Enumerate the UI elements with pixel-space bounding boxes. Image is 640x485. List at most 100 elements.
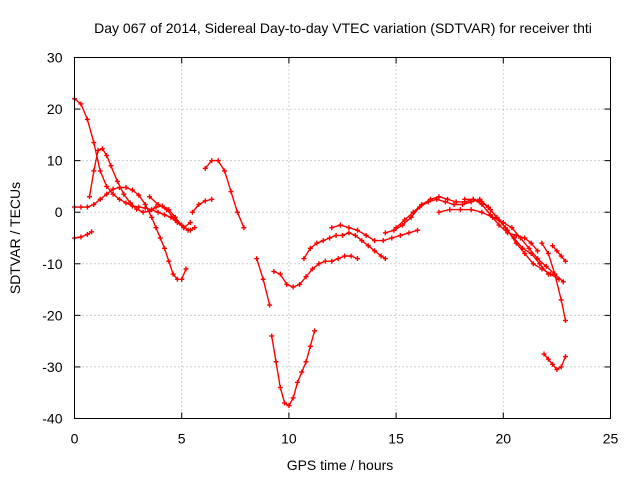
data-point <box>460 201 466 207</box>
data-point <box>552 271 558 277</box>
data-point <box>209 196 215 202</box>
data-point <box>487 212 493 218</box>
data-point <box>307 343 313 349</box>
data-point <box>406 230 412 236</box>
data-point <box>121 191 127 197</box>
data-point <box>129 203 135 209</box>
x-axis-label: GPS time / hours <box>287 457 394 473</box>
data-point <box>382 230 388 236</box>
data-point <box>560 279 566 285</box>
data-point <box>479 209 485 215</box>
data-point <box>260 276 266 282</box>
x-tick-label: 5 <box>178 431 186 447</box>
data-point <box>170 271 176 277</box>
data-point <box>402 217 408 223</box>
data-point <box>539 240 545 246</box>
data-point <box>547 271 553 277</box>
data-point <box>562 354 568 360</box>
series-trace-arc-18 <box>551 244 567 262</box>
y-tick-label: -20 <box>42 307 62 323</box>
data-point <box>436 194 442 200</box>
data-point <box>168 214 174 220</box>
data-point <box>535 256 541 262</box>
x-tick-label: 10 <box>281 431 297 447</box>
data-point <box>174 220 180 226</box>
data-point <box>513 240 519 246</box>
data-point <box>541 351 547 357</box>
data-point <box>155 209 161 215</box>
y-tick-label: 30 <box>47 50 63 66</box>
data-point <box>273 359 279 365</box>
data-point <box>417 204 423 210</box>
series-trace-arc-19 <box>543 353 567 371</box>
y-tick-label: 20 <box>47 101 63 117</box>
data-point <box>228 189 234 195</box>
data-point <box>277 271 283 277</box>
y-tick-label: 0 <box>55 204 63 220</box>
data-point <box>187 220 193 226</box>
series-trace-arc-16 <box>464 198 539 252</box>
data-point <box>558 364 564 370</box>
data-point <box>393 225 399 231</box>
data-point <box>434 196 440 202</box>
data-point <box>78 101 84 107</box>
data-point <box>108 163 114 169</box>
y-tick-label: -10 <box>42 256 62 272</box>
chart-title: Day 067 of 2014, Sidereal Day-to-day VTE… <box>94 20 592 36</box>
data-point <box>307 245 313 251</box>
data-point <box>535 248 541 254</box>
data-point <box>127 200 133 206</box>
data-point <box>457 207 463 213</box>
data-point <box>365 243 371 249</box>
data-point <box>215 158 221 164</box>
data-point <box>153 225 159 231</box>
data-point <box>234 209 240 215</box>
data-point <box>550 361 556 367</box>
data-point <box>303 359 309 365</box>
data-point <box>290 395 296 401</box>
data-point <box>282 400 288 406</box>
data-point <box>179 276 185 282</box>
data-point <box>179 222 185 228</box>
data-point <box>183 266 189 272</box>
data-point <box>479 201 485 207</box>
data-point <box>496 217 502 223</box>
data-point <box>400 222 406 228</box>
data-point <box>301 256 307 262</box>
data-point <box>355 256 361 262</box>
data-point <box>147 194 153 200</box>
data-point <box>342 253 348 259</box>
y-tick-label: -30 <box>42 359 62 375</box>
data-point <box>522 250 528 256</box>
data-point <box>104 183 110 189</box>
data-point <box>513 232 519 238</box>
data-points <box>72 96 568 409</box>
data-point <box>554 248 560 254</box>
data-point <box>97 196 103 202</box>
data-point <box>558 297 564 303</box>
data-point <box>329 225 335 231</box>
data-point <box>543 263 549 269</box>
data-point <box>528 240 534 246</box>
data-point <box>84 116 90 122</box>
data-point <box>202 198 208 204</box>
data-point <box>164 207 170 213</box>
data-point <box>397 232 403 238</box>
data-point <box>545 250 551 256</box>
data-point <box>487 207 493 213</box>
data-point <box>352 232 358 238</box>
series-trace-arc-9 <box>271 330 316 407</box>
data-point <box>539 266 545 272</box>
data-point <box>192 225 198 231</box>
data-point <box>89 229 95 235</box>
data-point <box>505 230 511 236</box>
data-point <box>84 231 90 237</box>
data-point <box>427 196 433 202</box>
data-point <box>500 220 506 226</box>
data-point <box>380 238 386 244</box>
series-trace-arc-14 <box>395 195 560 280</box>
data-point <box>84 204 90 210</box>
data-point <box>558 253 564 259</box>
